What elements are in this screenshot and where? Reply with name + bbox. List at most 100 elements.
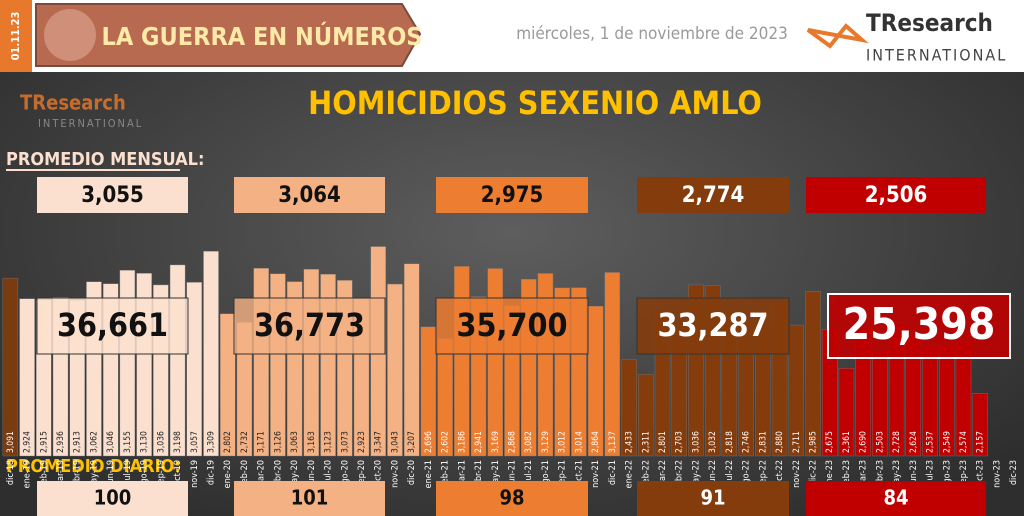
- monthly-value: 2,975: [481, 183, 544, 208]
- total-box: [233, 297, 386, 355]
- bar: [972, 393, 988, 457]
- x-tick-label: abr-20: [273, 460, 283, 486]
- value-label: 2,864: [591, 431, 601, 453]
- banner: [35, 3, 422, 67]
- x-tick-label: abr-21: [474, 460, 484, 486]
- x-tick-label: abr-22: [675, 460, 685, 486]
- x-tick-label: mar-20: [257, 460, 267, 489]
- value-label: 3,091: [6, 431, 16, 453]
- x-tick-label: feb-21: [441, 460, 451, 486]
- monthly-value: 2,506: [865, 183, 928, 208]
- daily-value: 100: [94, 486, 132, 510]
- x-tick-label: ene-23: [825, 460, 835, 488]
- value-label: 3,171: [257, 431, 267, 453]
- daily-label: PROMEDIO DIARIO:: [6, 456, 181, 477]
- x-tick-label: mar-19: [56, 460, 66, 489]
- value-label: 3,036: [156, 431, 166, 453]
- bar: [638, 374, 654, 457]
- x-tick-label: ene-22: [625, 460, 635, 488]
- bar: [169, 264, 186, 457]
- bar: [788, 324, 804, 457]
- x-tick-label: ago-23: [942, 460, 952, 488]
- bar: [604, 272, 621, 457]
- logo-icon: [806, 23, 869, 49]
- value-label: 2,746: [742, 431, 752, 453]
- value-label: 3,062: [89, 431, 99, 453]
- x-tick-label: may-19: [89, 460, 99, 491]
- total-box: [827, 293, 1011, 359]
- banner-text: LA GUERRA EN NÚMEROS: [101, 21, 422, 51]
- bar: [19, 298, 35, 457]
- x-tick-label: abr-23: [875, 460, 885, 486]
- value-label: 2,549: [942, 431, 952, 453]
- value-label: 3,207: [407, 431, 417, 453]
- value-label: 2,936: [56, 431, 66, 453]
- x-tick-label: jul-23: [926, 460, 936, 484]
- total-box: [435, 297, 589, 355]
- monthly-value: 2,774: [682, 183, 745, 208]
- value-label: 3,043: [390, 431, 400, 453]
- bar: [387, 283, 403, 457]
- value-label: 2,675: [825, 431, 835, 453]
- monthly-value: 3,055: [81, 183, 144, 208]
- value-label: 3,063: [290, 431, 300, 453]
- value-label: 2,361: [842, 431, 852, 453]
- daily-value: 84: [883, 486, 908, 510]
- x-tick-label: jul-21: [524, 460, 534, 484]
- x-tick-label: mar-23: [859, 460, 869, 489]
- x-tick-label: feb-22: [641, 460, 651, 486]
- total-value: 33,287: [657, 306, 768, 344]
- monthly-box: [234, 177, 385, 213]
- monthly-value: 3,064: [278, 183, 341, 208]
- x-tick-label: nov-23: [992, 460, 1002, 488]
- x-tick-label: abr-19: [73, 460, 83, 486]
- summary-boxes: 3,055 36,661 100 3,064 36,773 101 2,975 35,700 9…: [36, 177, 1011, 516]
- x-tick-label: may-21: [491, 460, 501, 491]
- x-tick-label: nov-19: [190, 460, 200, 488]
- x-tick-label: oct-19: [173, 460, 183, 486]
- x-tick-label: ago-21: [541, 460, 551, 488]
- bar: [2, 277, 19, 457]
- value-label: 2,602: [441, 431, 451, 453]
- value-label: 2,433: [625, 431, 635, 453]
- x-tick-label: dic-22: [808, 460, 818, 485]
- main-title: HOMICIDIOS SEXENIO AMLO: [308, 84, 762, 122]
- date-code: 01.11.23: [9, 11, 22, 60]
- x-tick-label: sep-21: [558, 460, 568, 488]
- x-tick-label: ene-20: [223, 460, 233, 488]
- x-tick-label: jun-23: [909, 460, 919, 487]
- x-tick-label: may-23: [892, 460, 902, 491]
- value-label: 2,924: [23, 431, 33, 453]
- value-label: 3,163: [307, 431, 317, 453]
- value-label: 2,711: [792, 431, 802, 453]
- value-label: 3,073: [340, 431, 350, 453]
- bar: [403, 263, 420, 457]
- value-label: 3,014: [574, 431, 584, 453]
- monthly-box: [436, 177, 588, 213]
- x-tick-label: jun-22: [708, 460, 718, 487]
- daily-value: 98: [499, 486, 524, 510]
- value-label: 3,057: [190, 431, 200, 453]
- x-tick-label: nov-21: [591, 460, 601, 488]
- bar: [186, 282, 203, 457]
- x-tick-label: jun-19: [106, 460, 116, 487]
- value-label: 2,801: [658, 431, 668, 453]
- x-tick-label: ene-19: [23, 460, 33, 488]
- date-text: miércoles, 1 de noviembre de 2023: [516, 24, 788, 44]
- value-label: 3,123: [324, 431, 334, 453]
- x-tick-label: dic-23: [1009, 460, 1019, 485]
- x-tick-label: sep-20: [357, 460, 367, 488]
- value-label: 3,036: [691, 431, 701, 453]
- x-tick-label: feb-19: [39, 460, 49, 486]
- date-strip: [0, 0, 32, 72]
- banner-icon: [44, 9, 96, 61]
- x-tick-label: mar-22: [658, 460, 668, 489]
- daily-box: [234, 481, 385, 516]
- bar: [587, 305, 604, 457]
- x-tick-label: may-20: [290, 460, 300, 491]
- x-tick-label: ago-20: [340, 460, 350, 488]
- value-label: 3,198: [173, 431, 183, 453]
- bar: [805, 291, 821, 457]
- total-value: 25,398: [843, 299, 996, 350]
- value-label: 3,032: [708, 431, 718, 453]
